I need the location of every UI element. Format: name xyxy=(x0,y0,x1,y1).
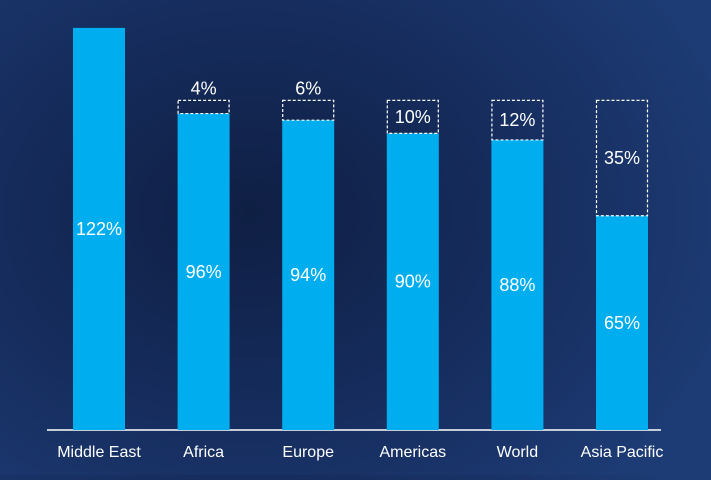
value-label-europe: 94% xyxy=(290,265,326,285)
bar-middle-east xyxy=(73,27,125,430)
gap-box-africa xyxy=(177,99,230,115)
value-label-americas: 90% xyxy=(395,272,431,292)
gap-box-americas xyxy=(386,99,439,134)
gap-box-world xyxy=(491,99,544,141)
gap-box-asia-pacific xyxy=(595,99,649,217)
category-label-africa: Africa xyxy=(183,444,224,461)
category-label-europe: Europe xyxy=(282,444,334,461)
gap-box-europe xyxy=(282,99,335,121)
gap-label-americas: 10% xyxy=(395,107,431,127)
category-label-asia-pacific: Asia Pacific xyxy=(581,444,664,461)
value-label-world: 88% xyxy=(499,275,535,295)
bar-world xyxy=(491,139,544,430)
value-label-africa: 96% xyxy=(186,262,222,282)
bar-africa xyxy=(177,113,230,431)
gap-label-europe: 6% xyxy=(295,78,321,98)
bar-europe xyxy=(282,120,335,431)
value-label-asia-pacific: 65% xyxy=(604,313,640,333)
bar-asia-pacific xyxy=(596,215,648,430)
value-label-middle-east: 122% xyxy=(76,219,122,239)
bar-americas xyxy=(386,133,439,431)
gap-label-africa: 4% xyxy=(191,78,217,98)
category-label-middle-east: Middle East xyxy=(57,444,141,461)
gap-label-world: 12% xyxy=(499,110,535,130)
gap-label-asia-pacific: 35% xyxy=(604,148,640,168)
category-label-world: World xyxy=(497,444,539,461)
category-label-americas: Americas xyxy=(379,444,446,461)
